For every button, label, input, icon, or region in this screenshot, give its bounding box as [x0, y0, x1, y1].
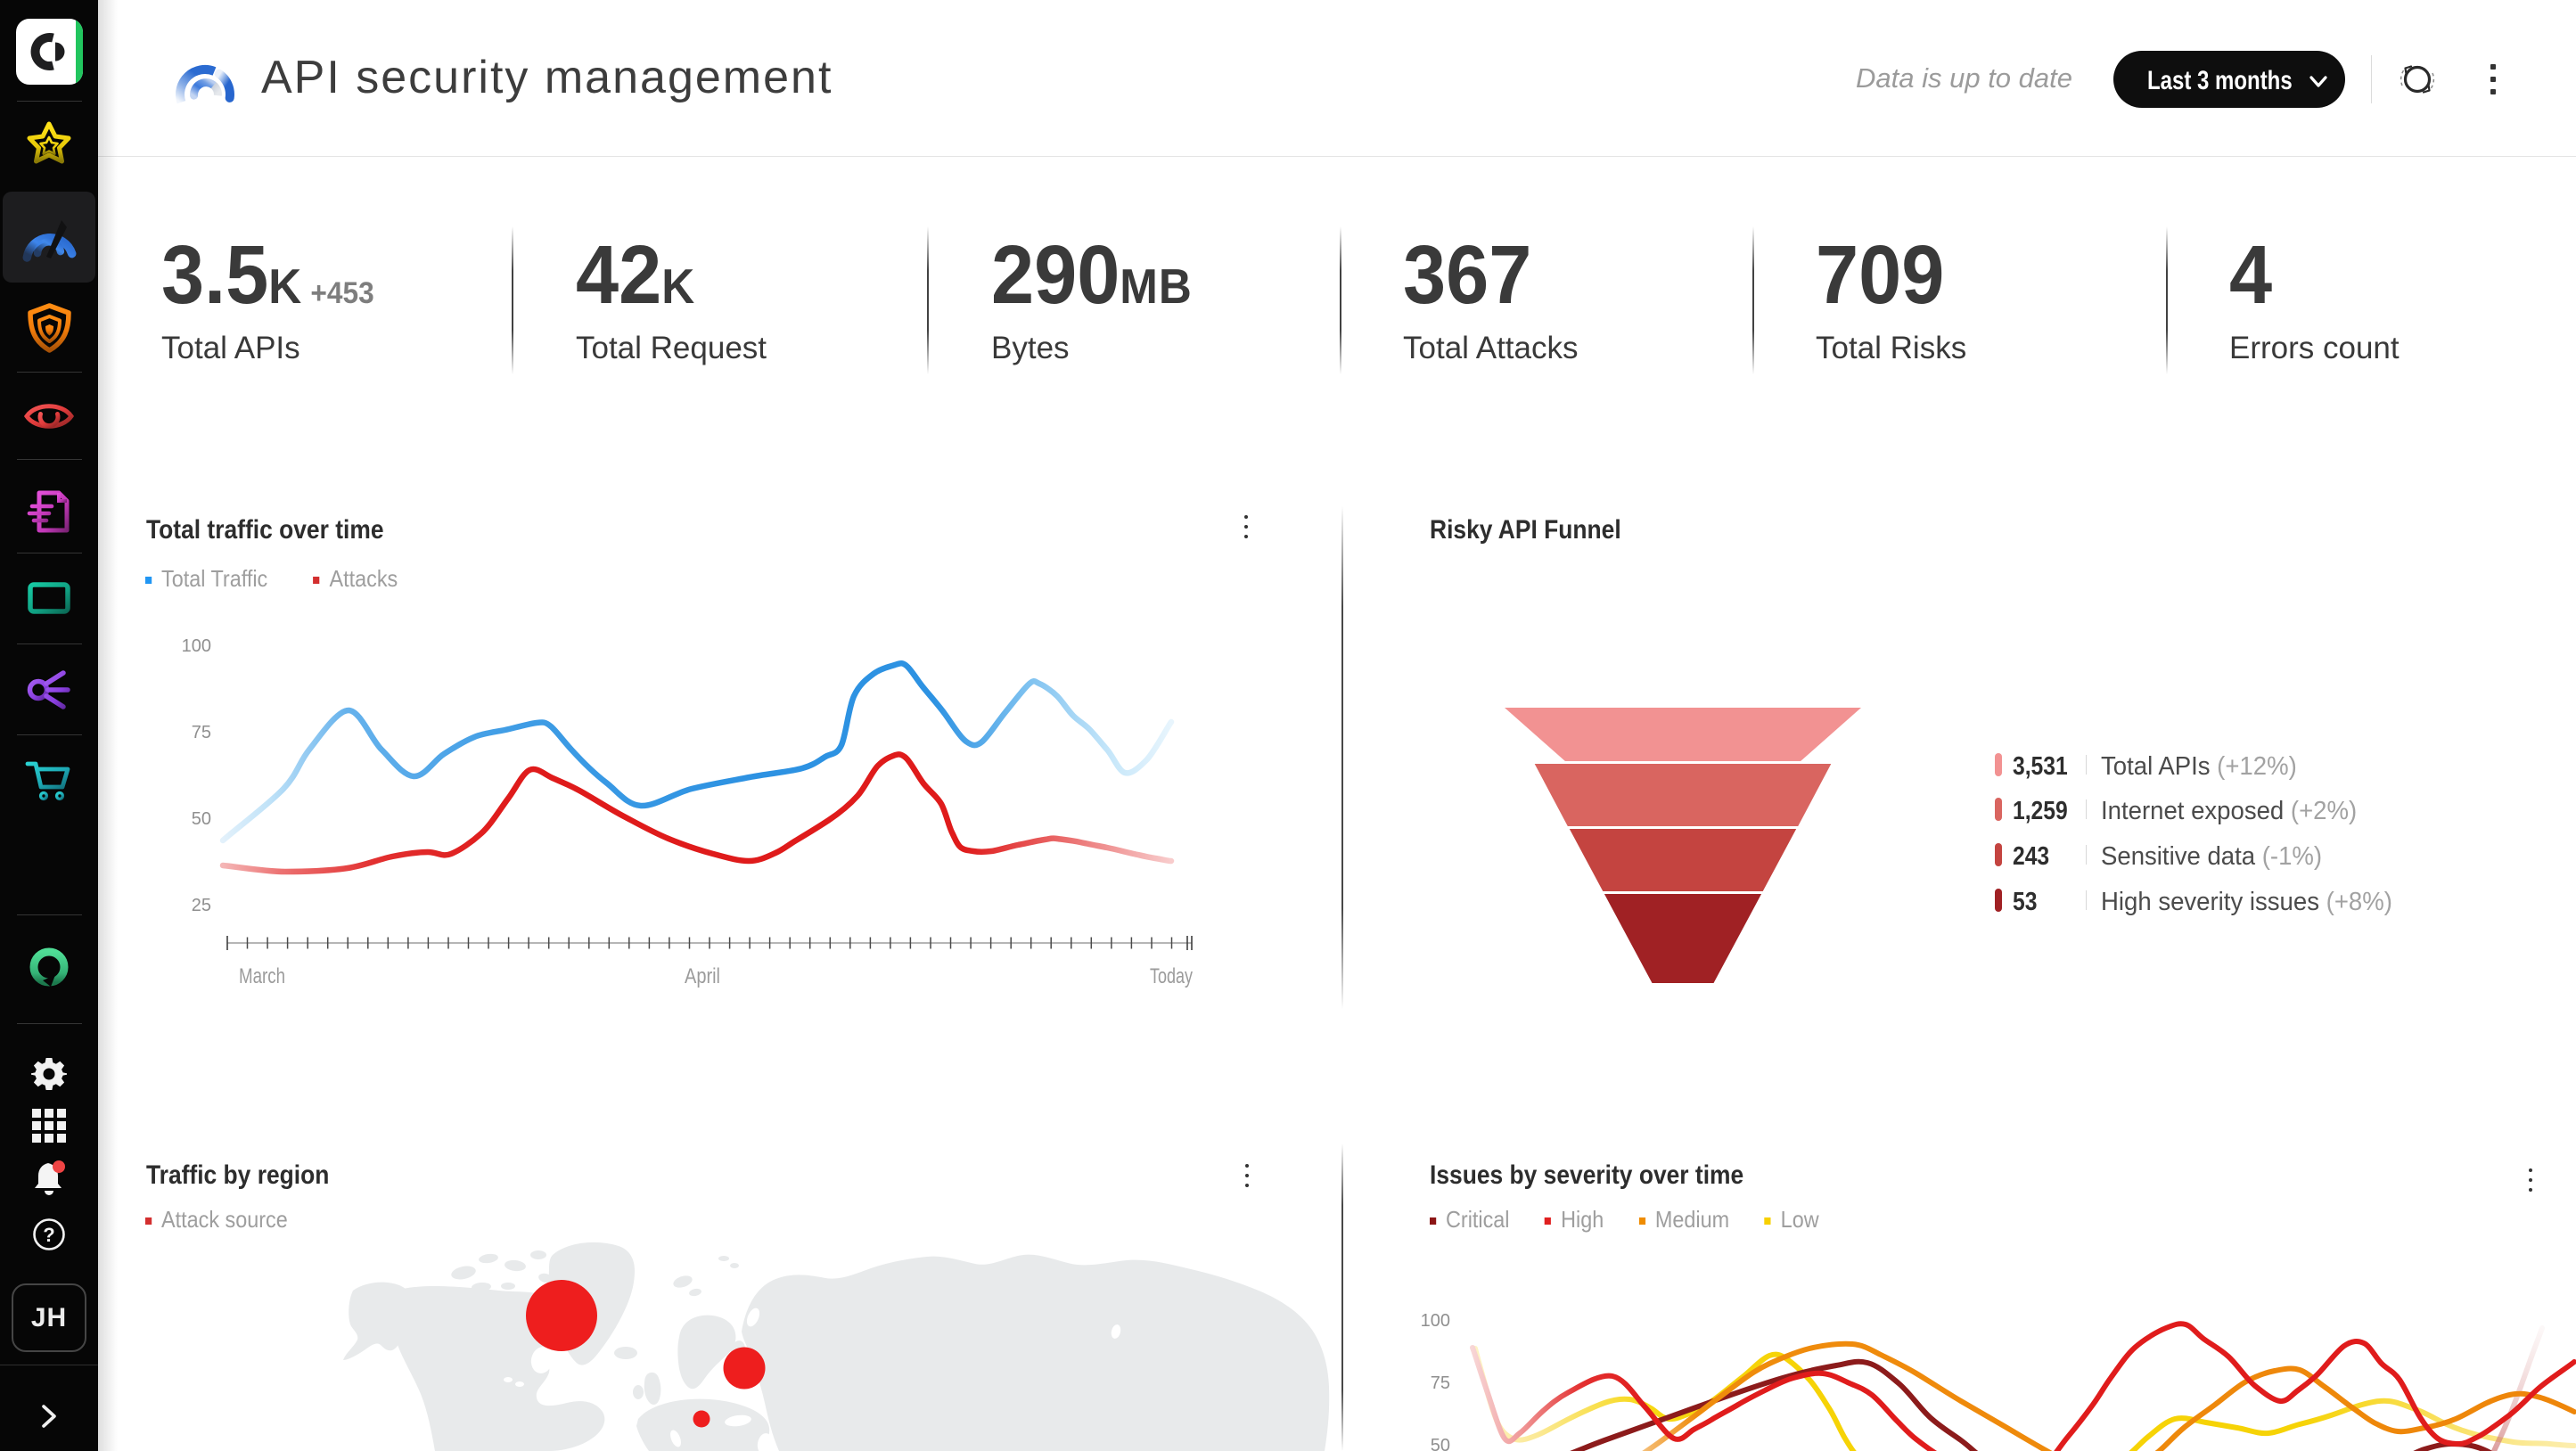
svg-text:25: 25 — [192, 896, 211, 915]
svg-text:100: 100 — [1421, 1311, 1450, 1331]
svg-text:75: 75 — [192, 723, 211, 742]
svg-text:75: 75 — [1431, 1373, 1450, 1393]
svg-text:100: 100 — [182, 636, 211, 656]
svg-text:Today: Today — [1150, 964, 1193, 988]
svg-text:?: ? — [43, 1224, 54, 1246]
svg-text:50: 50 — [1431, 1436, 1450, 1451]
svg-text:50: 50 — [192, 809, 211, 829]
svg-text:March: March — [239, 964, 285, 988]
svg-text:April: April — [685, 964, 720, 988]
